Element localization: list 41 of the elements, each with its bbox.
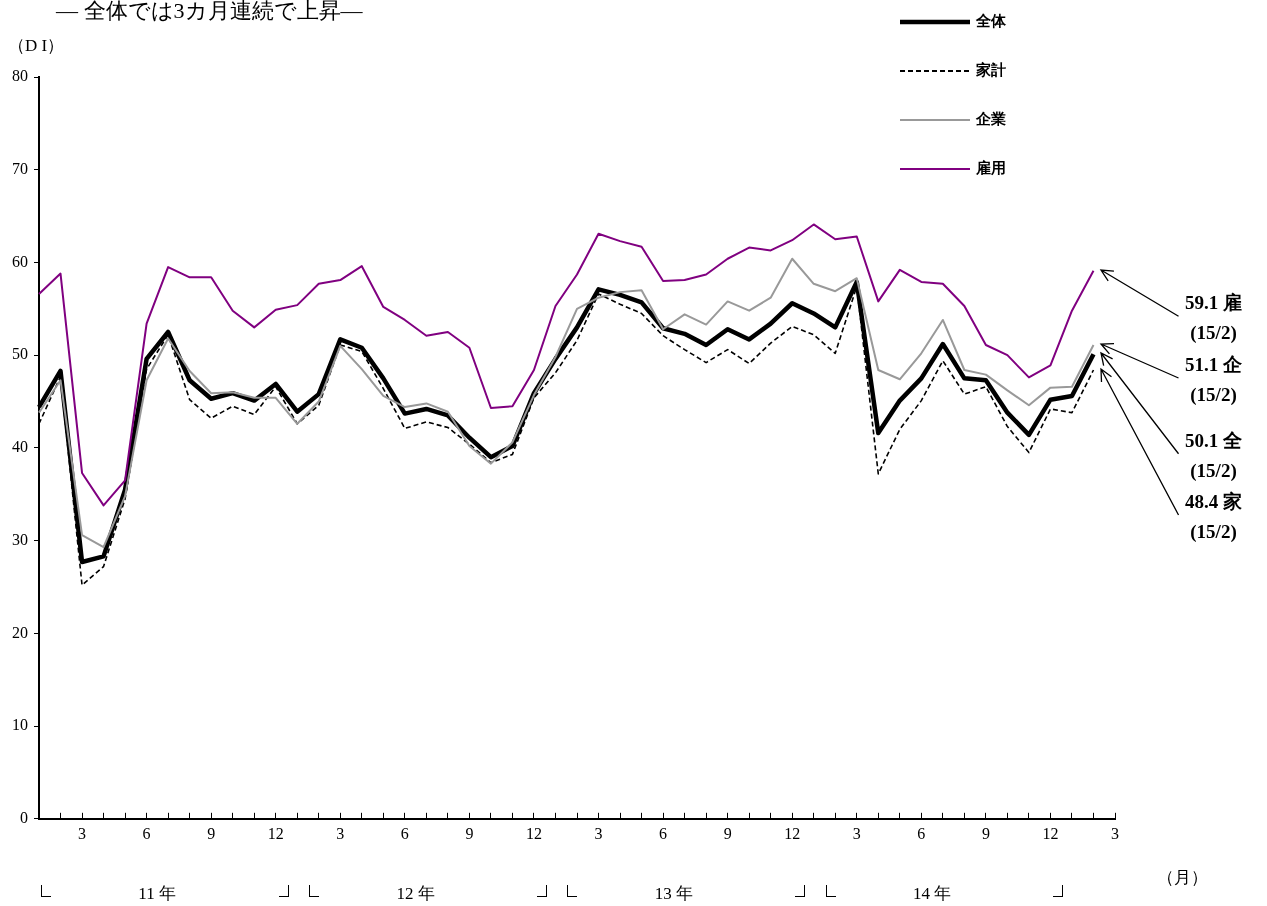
x-tick-label: 6 [659, 824, 668, 842]
text: 11 年 [138, 883, 176, 905]
text: 12 年 [396, 883, 435, 905]
y-tick-label: 80 [12, 67, 28, 85]
y-tick-label: 40 [12, 438, 28, 456]
x-tick-label: 3 [852, 824, 861, 842]
x-tick-label: 6 [142, 824, 151, 842]
text: 13 年 [654, 883, 694, 905]
x-tick-label: 6 [917, 824, 926, 842]
x-tick-label: 3 [1111, 824, 1119, 842]
x-tick-label: 9 [981, 824, 990, 842]
text: 59.1 雇 (15/2) [1185, 288, 1242, 348]
legend-label: 雇用 [976, 159, 1006, 178]
y-axis-title: （D I） [8, 35, 65, 57]
x-tick-label: 9 [207, 824, 216, 842]
y-tick-label: 0 [20, 809, 28, 826]
y-tick-label: 20 [12, 623, 28, 641]
x-tick-label: 3 [594, 824, 603, 842]
x-tick-label: 9 [723, 824, 732, 842]
x-tick-label: 3 [78, 824, 87, 842]
x-axis-title: （月） [1157, 867, 1208, 889]
y-tick-label: 60 [12, 252, 28, 270]
x-tick-label: 3 [336, 824, 345, 842]
x-tick-label: 12 [784, 824, 801, 842]
text: 14 年 [913, 883, 952, 905]
y-tick-label: 30 [12, 530, 28, 548]
x-tick-label: 12 [525, 824, 542, 842]
y-tick-label: 70 [12, 159, 28, 177]
x-tick-label: 12 [1042, 824, 1059, 842]
legend-label: 企業 [976, 110, 1006, 129]
x-tick-label: 6 [400, 824, 409, 842]
text: 51.1 企 (15/2) [1185, 350, 1242, 410]
chart-title: ― 全体では3カ月連続で上昇― [56, 0, 363, 23]
text: 48.4 家 (15/2) [1185, 487, 1242, 547]
legend-label: 家計 [976, 61, 1006, 80]
legend-label: 全体 [976, 12, 1006, 31]
y-tick-label: 10 [12, 716, 28, 734]
x-tick-label: 12 [267, 824, 284, 842]
text: 50.1 全 (15/2) [1185, 426, 1242, 486]
x-tick-label: 9 [465, 824, 474, 842]
y-tick-label: 50 [12, 345, 28, 363]
